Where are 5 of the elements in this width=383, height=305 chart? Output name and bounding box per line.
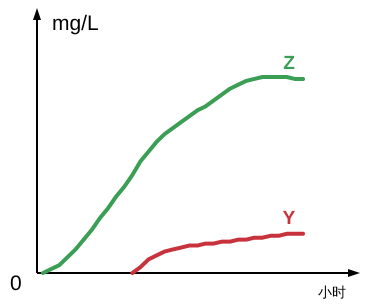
- y-axis-title: mg/L: [52, 12, 99, 35]
- series-label: Z: [283, 52, 296, 74]
- series-label: Y: [282, 208, 296, 229]
- text: 0: [10, 272, 22, 295]
- x-axis-title: 小时: [318, 284, 346, 300]
